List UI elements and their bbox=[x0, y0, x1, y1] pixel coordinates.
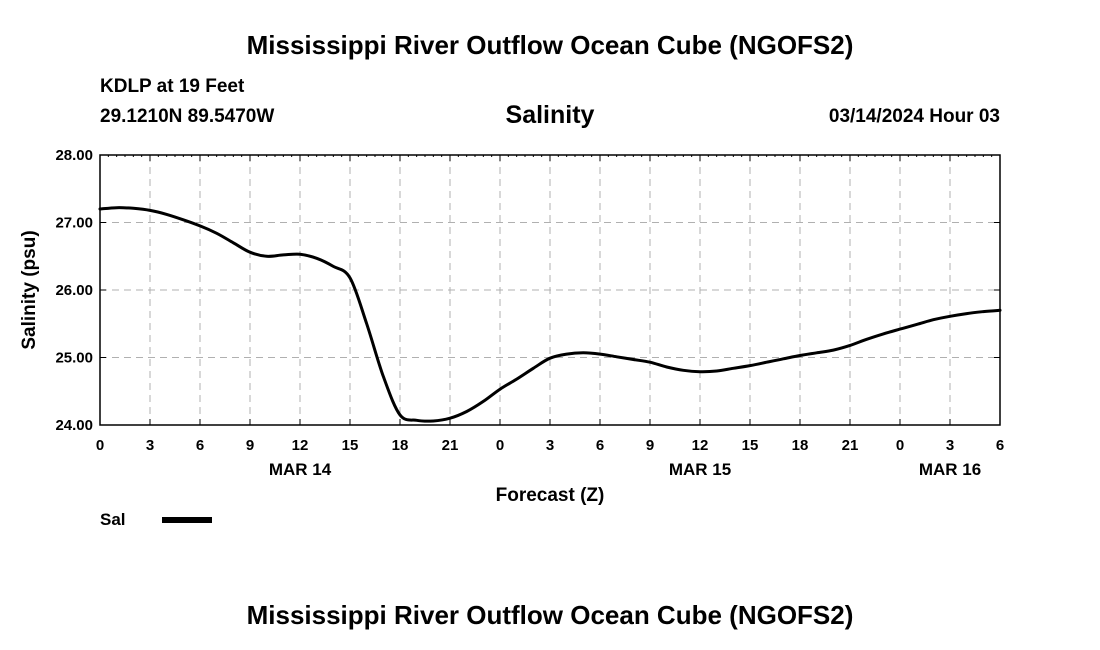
x-tick-label: 0 bbox=[96, 437, 104, 454]
series-layer bbox=[98, 206, 1002, 423]
y-axis-title: Salinity (psu) bbox=[19, 230, 40, 349]
legend-label: Sal bbox=[100, 510, 126, 529]
x-tick-label: 15 bbox=[342, 437, 359, 454]
plot-frame bbox=[99, 154, 1001, 426]
date-label: MAR 14 bbox=[269, 460, 332, 479]
x-tick-label: 9 bbox=[646, 437, 654, 454]
x-tick-label: 15 bbox=[742, 437, 759, 454]
x-tick-label: 6 bbox=[196, 437, 204, 454]
x-tick-label: 0 bbox=[496, 437, 504, 454]
x-tick-label: 21 bbox=[842, 437, 859, 454]
axis-labels: 0 3 6 9 12 15 18 21 0 3 6 9 12 15 18 21 0 3 6 24.00 25.00 26.… bbox=[19, 147, 1004, 506]
x-axis-title: Forecast (Z) bbox=[496, 485, 605, 506]
x-tick-label: 18 bbox=[792, 437, 809, 454]
x-tick-label: 9 bbox=[246, 437, 254, 454]
date-label: MAR 15 bbox=[669, 460, 731, 479]
y-tick-label: 25.00 bbox=[55, 350, 93, 367]
axes bbox=[99, 154, 1001, 426]
x-tick-label: 21 bbox=[442, 437, 459, 454]
y-tick-label: 26.00 bbox=[55, 282, 93, 299]
chart-title: Salinity bbox=[505, 101, 595, 129]
coordinates-label: 29.1210N 89.5470W bbox=[100, 106, 275, 127]
x-tick-label: 12 bbox=[292, 437, 309, 454]
series-line-sal bbox=[98, 206, 1002, 423]
x-tick-label: 3 bbox=[946, 437, 954, 454]
date-label: MAR 16 bbox=[919, 460, 981, 479]
footer-title: Mississippi River Outflow Ocean Cube (NG… bbox=[246, 600, 854, 630]
legend: Sal bbox=[100, 510, 212, 529]
x-tick-label: 3 bbox=[546, 437, 554, 454]
station-label: KDLP at 19 Feet bbox=[100, 76, 245, 97]
x-tick-label: 3 bbox=[146, 437, 154, 454]
x-tick-label: 12 bbox=[692, 437, 709, 454]
page-title: Mississippi River Outflow Ocean Cube (NG… bbox=[246, 30, 854, 60]
grid-lines bbox=[100, 155, 1000, 425]
y-tick-label: 27.00 bbox=[55, 215, 93, 232]
x-tick-label: 6 bbox=[996, 437, 1004, 454]
x-tick-label: 18 bbox=[392, 437, 409, 454]
y-tick-label: 28.00 bbox=[55, 147, 93, 164]
datetime-label: 03/14/2024 Hour 03 bbox=[828, 106, 1000, 127]
x-tick-label: 0 bbox=[896, 437, 904, 454]
x-tick-label: 6 bbox=[596, 437, 604, 454]
y-tick-label: 24.00 bbox=[55, 417, 93, 434]
